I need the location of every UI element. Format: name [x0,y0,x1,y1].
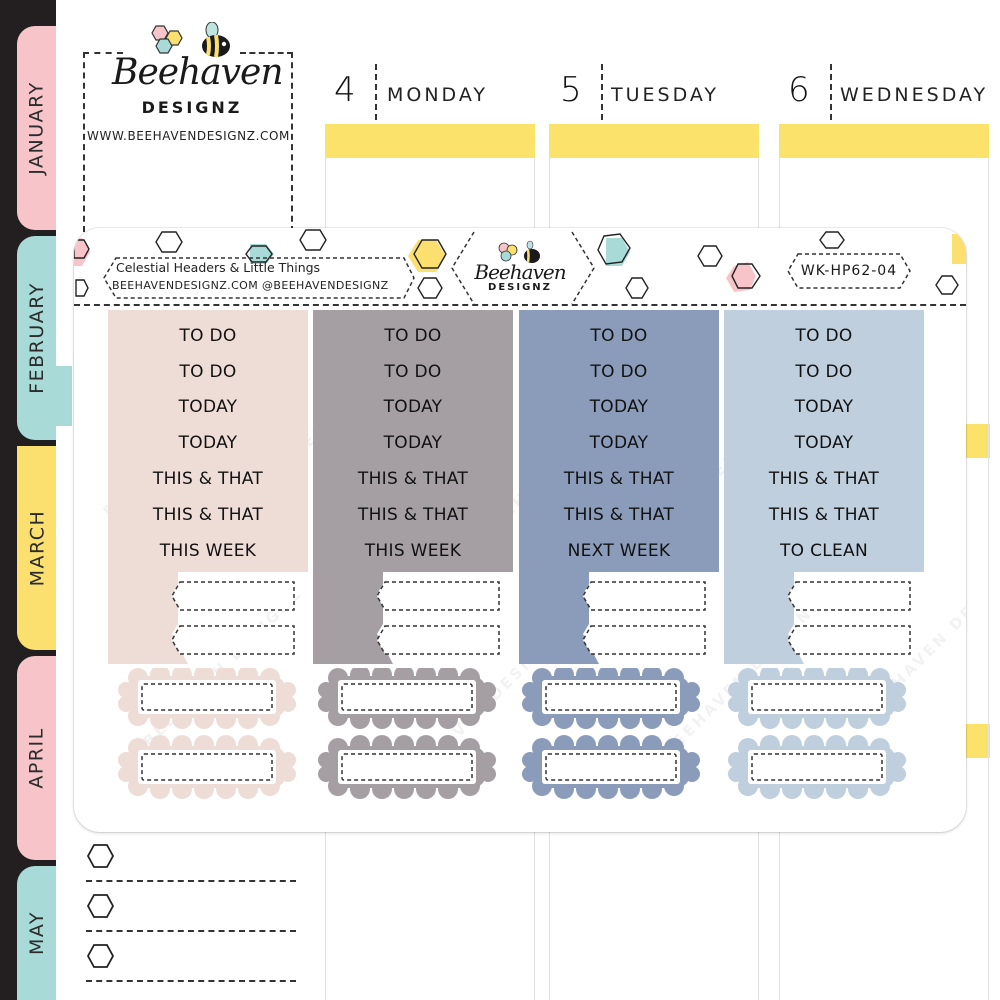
divider [601,64,603,120]
tab-label: MAY [26,910,48,956]
checklist-row[interactable] [86,842,296,882]
day-number: 4 [334,70,356,110]
logo-box [83,52,293,232]
sheet-contact: BEEHAVENDESIGNZ.COM @BEEHAVENDESIGNZ [112,279,389,292]
tab-label: FEBRUARY [26,282,49,394]
sticker-label[interactable]: TODAY [794,433,854,454]
bee-icon [151,22,230,58]
sticker-label[interactable]: TODAY [794,397,854,418]
center-logo-script: Beehaven [474,260,566,284]
sticker-label[interactable]: THIS & THAT [357,469,469,490]
sticker-label[interactable]: TODAY [178,397,238,418]
divider [830,64,832,120]
sticker-sheet: BEEHAVEN DESIGNZ BEEHAVEN DESIGNZ BEEHAV… [74,228,966,832]
sticker-label[interactable]: THIS & THAT [152,504,264,525]
logo-box-border [83,52,123,54]
sticker-label[interactable]: TO DO [179,325,237,346]
logo-script: Beehaven [112,52,284,93]
dashed-line [86,980,296,982]
checklist-row[interactable] [86,892,296,932]
scallop-stickers [118,668,906,799]
checklist-row[interactable] [86,942,296,982]
flag-stickers[interactable] [108,572,308,664]
sticker-label[interactable]: TODAY [589,397,649,418]
flag-stickers[interactable] [519,572,719,664]
teal-tab-stub [54,366,72,426]
sticker-label[interactable]: THIS & THAT [563,504,675,525]
sheet-title-label: Celestial Headers & Little Things BEEHAV… [102,256,412,300]
sticker-label[interactable]: TODAY [383,433,443,454]
day-number: 6 [788,70,810,110]
day-bar-tuesday [549,124,759,158]
logo-url[interactable]: WWW.BEEHAVENDESIGNZ.COM [87,129,290,143]
panel-body [108,310,308,572]
tab-january[interactable]: JANUARY [17,26,57,230]
tab-label: JANUARY [26,81,49,175]
sticker-label[interactable]: TO DO [795,325,853,346]
bee-icon [498,240,540,263]
divider [375,64,377,120]
sticker-label[interactable]: TO DO [384,325,442,346]
sticker-label[interactable]: THIS & THAT [768,504,880,525]
dashed-line [86,930,296,932]
perforation-line [74,304,966,306]
day-name: MONDAY [387,84,488,106]
logo-box-border [240,52,293,54]
day-header-monday: 4 MONDAY [334,64,534,122]
sticker-label[interactable]: TODAY [178,433,238,454]
dashed-line [86,880,296,882]
hexagon-decorations [74,229,966,305]
tab-march[interactable]: MARCH [17,446,57,650]
flag-stickers[interactable] [313,572,513,664]
sticker-label[interactable]: TO CLEAN [780,540,868,561]
sticker-label[interactable]: TODAY [589,433,649,454]
day-name: WEDNESDAY [840,84,989,106]
hexagon-icon [86,944,115,968]
sticker-label[interactable]: NEXT WEEK [567,540,671,561]
panel-body [519,310,719,572]
day-name: TUESDAY [611,84,720,106]
tab-february[interactable]: FEBRUARY [17,236,57,440]
sticker-label[interactable]: THIS & THAT [768,469,880,490]
hexagon-icon [86,844,115,868]
sticker-label[interactable]: THIS WEEK [364,540,462,561]
yellow-tab-stub [964,724,990,758]
day-header-wednesday: 6 WEDNESDAY [788,64,1000,122]
day-header-tuesday: 5 TUESDAY [560,64,760,122]
tab-label: APRIL [26,727,49,789]
day-number: 5 [560,70,582,110]
product-code: WK-HP62-04 [800,263,898,279]
center-logo: Beehaven DESIGNZ [470,242,570,302]
logo-designz: DESIGNZ [141,98,243,117]
day-bar-monday [325,124,535,158]
sticker-label[interactable]: THIS WEEK [159,540,257,561]
sheet-title: Celestial Headers & Little Things [116,260,321,275]
tab-april[interactable]: APRIL [17,656,57,860]
panel-body [724,310,924,572]
sticker-label[interactable]: THIS & THAT [357,504,469,525]
sticker-label[interactable]: TODAY [383,397,443,418]
tab-may[interactable]: MAY [17,866,57,1000]
yellow-tab-stub [964,424,990,458]
panel-body [313,310,513,572]
sticker-label[interactable]: THIS & THAT [152,469,264,490]
hexagon-icon [86,894,115,918]
sticker-label[interactable]: TO DO [590,361,648,382]
sticker-label[interactable]: TO DO [795,361,853,382]
tab-label: MARCH [26,509,49,587]
sticker-label[interactable]: THIS & THAT [563,469,675,490]
sticker-label[interactable]: TO DO [384,361,442,382]
center-logo-designz: DESIGNZ [488,282,552,293]
flag-stickers[interactable] [724,572,924,664]
sticker-label[interactable]: TO DO [590,325,648,346]
day-bar-wednesday [779,124,989,158]
sticker-label[interactable]: TO DO [179,361,237,382]
